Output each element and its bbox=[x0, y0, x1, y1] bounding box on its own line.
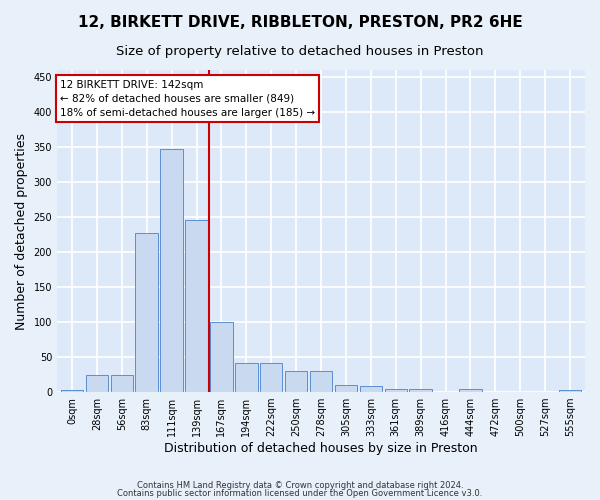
Bar bbox=[110, 374, 133, 392]
Bar bbox=[260, 364, 283, 392]
Bar bbox=[160, 149, 183, 392]
Bar bbox=[559, 390, 581, 392]
Bar bbox=[210, 322, 233, 392]
X-axis label: Distribution of detached houses by size in Preston: Distribution of detached houses by size … bbox=[164, 442, 478, 455]
Y-axis label: Number of detached properties: Number of detached properties bbox=[15, 132, 28, 330]
Bar bbox=[235, 364, 257, 392]
Bar bbox=[359, 386, 382, 392]
Text: 12 BIRKETT DRIVE: 142sqm
← 82% of detached houses are smaller (849)
18% of semi-: 12 BIRKETT DRIVE: 142sqm ← 82% of detach… bbox=[59, 80, 315, 118]
Text: Size of property relative to detached houses in Preston: Size of property relative to detached ho… bbox=[116, 45, 484, 58]
Bar bbox=[185, 220, 208, 392]
Bar bbox=[310, 371, 332, 392]
Text: Contains public sector information licensed under the Open Government Licence v3: Contains public sector information licen… bbox=[118, 488, 482, 498]
Bar bbox=[335, 385, 357, 392]
Bar bbox=[136, 233, 158, 392]
Bar bbox=[285, 371, 307, 392]
Bar bbox=[86, 374, 108, 392]
Bar bbox=[459, 390, 482, 392]
Text: Contains HM Land Registry data © Crown copyright and database right 2024.: Contains HM Land Registry data © Crown c… bbox=[137, 481, 463, 490]
Bar bbox=[409, 388, 432, 392]
Bar bbox=[61, 390, 83, 392]
Bar bbox=[385, 390, 407, 392]
Text: 12, BIRKETT DRIVE, RIBBLETON, PRESTON, PR2 6HE: 12, BIRKETT DRIVE, RIBBLETON, PRESTON, P… bbox=[77, 15, 523, 30]
